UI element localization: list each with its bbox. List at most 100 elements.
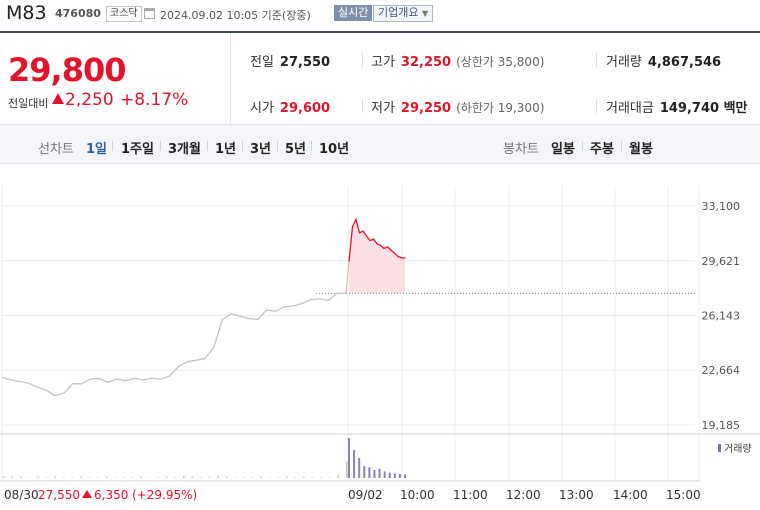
price-box: 29,800 전일대비 2,250 +8.17%: [0, 33, 230, 124]
y-tick-label: 19,185: [702, 419, 741, 432]
data-point: [257, 318, 259, 320]
tab-weekly[interactable]: 주봉: [590, 142, 614, 157]
stat-sub: (상한가 35,800): [456, 55, 545, 69]
volume-bar: [140, 476, 142, 478]
calendar-icon: [144, 8, 155, 19]
volume-bar: [114, 477, 116, 478]
volume-bar: [63, 477, 65, 478]
volume-bar: [337, 474, 339, 478]
volume-bar: [217, 475, 219, 478]
data-point: [36, 386, 38, 388]
data-point: [71, 383, 74, 385]
data-point: [204, 358, 206, 360]
stat-value: 27,550: [279, 55, 331, 70]
volume-bar: [165, 476, 168, 478]
data-point: [45, 389, 47, 391]
volume-bar: [294, 477, 297, 478]
data-point: [369, 240, 371, 242]
data-point: [348, 260, 350, 262]
data-point: [393, 252, 396, 254]
data-point: [89, 378, 91, 380]
volume-bar: [28, 477, 31, 478]
volume-bar: [191, 476, 194, 478]
volume-bar: [148, 477, 151, 478]
y-tick-label: 26,143: [702, 309, 741, 322]
y-tick-label: 22,664: [702, 364, 741, 377]
tab-divider: [112, 141, 113, 151]
chart-area-fill: [349, 219, 405, 294]
volume-bar: [348, 438, 350, 478]
stock-code: 476080: [55, 7, 101, 20]
data-point: [390, 249, 392, 251]
x-tick-label: 13:00: [559, 488, 594, 502]
volume-bar: [105, 476, 108, 478]
data-point: [372, 238, 375, 240]
volume-bar: [54, 476, 56, 478]
prev-day-close: 27,550: [38, 488, 80, 502]
x-tick-label: 10:00: [400, 488, 435, 502]
volume-bar: [11, 476, 14, 478]
volume-bars: [3, 438, 406, 478]
volume-bar: [398, 474, 401, 478]
price-chart[interactable]: 33,100 29,621 26,143 22,664 19,185 거래량 08/30 09…: [0, 165, 760, 510]
tab-5y[interactable]: 5년: [285, 142, 307, 157]
tab-1y[interactable]: 1년: [215, 142, 237, 157]
volume-bar: [3, 476, 5, 478]
data-point: [362, 230, 364, 232]
stat-high: 고가 32,250 (상한가 35,800): [371, 51, 544, 70]
data-point: [133, 377, 135, 379]
stat-value: 4,867,546: [647, 55, 722, 70]
tab-1d[interactable]: 1일: [86, 142, 108, 157]
stat-label: 시가: [250, 101, 274, 116]
volume-bar: [131, 477, 134, 478]
data-point: [355, 218, 357, 220]
volume-bar: [358, 458, 361, 478]
price-change-pct: +8.17%: [120, 90, 189, 110]
tab-3m[interactable]: 3개월: [168, 142, 201, 157]
volume-bar: [268, 477, 271, 478]
day2-area: [349, 219, 405, 294]
data-point: [1, 376, 3, 379]
data-point: [124, 380, 127, 382]
volume-bar: [174, 477, 176, 478]
tab-daily[interactable]: 일봉: [551, 142, 575, 157]
stock-header: M83 476080 코스닥 2024.09.02 10:05 기준(장중) 실…: [0, 0, 760, 28]
data-point: [266, 309, 268, 311]
tab-monthly[interactable]: 월봉: [629, 142, 653, 157]
tab-divider: [242, 141, 243, 151]
stat-sub: (하한가 19,300): [456, 101, 545, 115]
volume-bar: [388, 472, 391, 478]
data-point: [168, 375, 171, 377]
data-point: [160, 378, 162, 380]
volume-bar: [404, 474, 406, 478]
tab-10y[interactable]: 10년: [319, 142, 350, 157]
stat-divider: [596, 53, 597, 67]
volume-bar: [285, 476, 288, 478]
volume-bar: [363, 466, 366, 478]
volume-bar: [80, 476, 82, 478]
realtime-button[interactable]: 실시간: [334, 5, 373, 21]
volume-bar: [328, 477, 331, 478]
volume-bar: [383, 471, 386, 478]
stat-amount: 거래대금 149,740 백만: [606, 97, 748, 116]
company-info-dropdown[interactable]: 기업개요 ▼: [373, 5, 434, 22]
stock-name: M83: [6, 2, 47, 24]
tab-divider: [207, 141, 208, 151]
stat-divider: [596, 99, 597, 113]
data-point: [283, 306, 285, 308]
tab-3y[interactable]: 3년: [250, 142, 272, 157]
volume-bar: [393, 473, 396, 478]
data-point: [318, 298, 321, 300]
volume-bar: [200, 477, 202, 478]
stat-volume: 거래량 4,867,546: [606, 51, 721, 70]
tab-1w[interactable]: 1주일: [121, 142, 154, 157]
x-tick-label: 11:00: [453, 488, 488, 502]
data-point: [365, 235, 368, 237]
x-tick-label: 15:00: [666, 488, 701, 502]
data-point: [221, 318, 224, 320]
volume-bar: [97, 477, 99, 478]
stat-value: 29,600: [279, 101, 331, 116]
data-point: [310, 299, 312, 301]
volume-legend-swatch: [718, 444, 721, 452]
volume-bar: [346, 461, 348, 478]
